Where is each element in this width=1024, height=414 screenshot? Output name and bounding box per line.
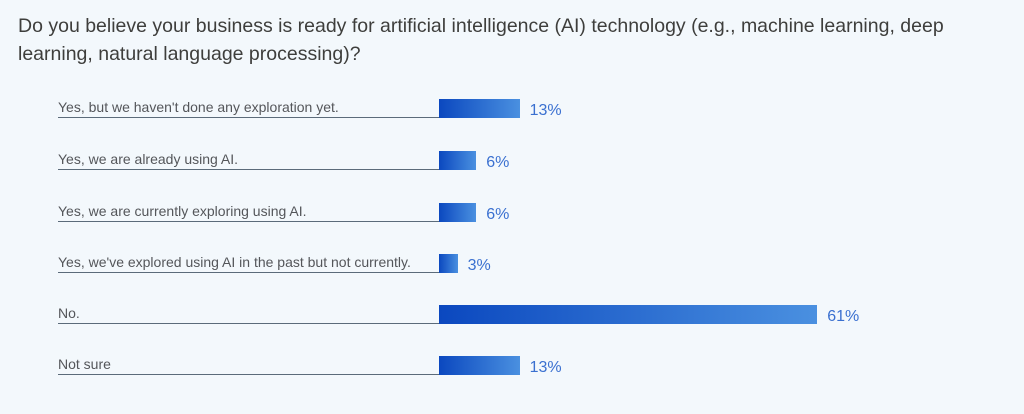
- category-label: Yes, we are already using AI.: [58, 151, 239, 167]
- bar: [439, 356, 520, 375]
- value-label: 61%: [827, 308, 860, 325]
- chart-title: Do you believe your business is ready fo…: [18, 15, 944, 65]
- bar-row: Not sure 13%: [58, 323, 958, 376]
- label-underline: [58, 323, 439, 324]
- value-label: 6%: [486, 154, 510, 171]
- category-label: Yes, but we haven't done any exploration…: [58, 99, 339, 115]
- category-label: Yes, we've explored using AI in the past…: [58, 254, 411, 270]
- bar: [439, 99, 520, 118]
- value-label: 3%: [467, 257, 491, 274]
- bar-row: Yes, we are already using AI. 6%: [58, 118, 958, 171]
- value-label: 13%: [529, 102, 562, 119]
- bar: [439, 151, 477, 170]
- category-label: No.: [58, 305, 80, 321]
- bar: [439, 305, 818, 324]
- value-label: 6%: [486, 206, 510, 223]
- label-underline: [58, 169, 439, 170]
- category-label: Not sure: [58, 356, 111, 372]
- label-underline: [58, 374, 439, 375]
- bar-row: Yes, we are currently exploring using AI…: [58, 170, 958, 223]
- bar-row: No. 61%: [58, 272, 958, 325]
- bar: [439, 203, 477, 222]
- value-label: 13%: [529, 359, 562, 376]
- bar: [439, 254, 458, 273]
- label-underline: [58, 117, 439, 118]
- label-underline: [58, 221, 439, 222]
- label-underline: [58, 272, 439, 273]
- bar-row: Yes, we've explored using AI in the past…: [58, 221, 958, 274]
- bar-row: Yes, but we haven't done any exploration…: [58, 66, 958, 119]
- category-label: Yes, we are currently exploring using AI…: [58, 203, 307, 219]
